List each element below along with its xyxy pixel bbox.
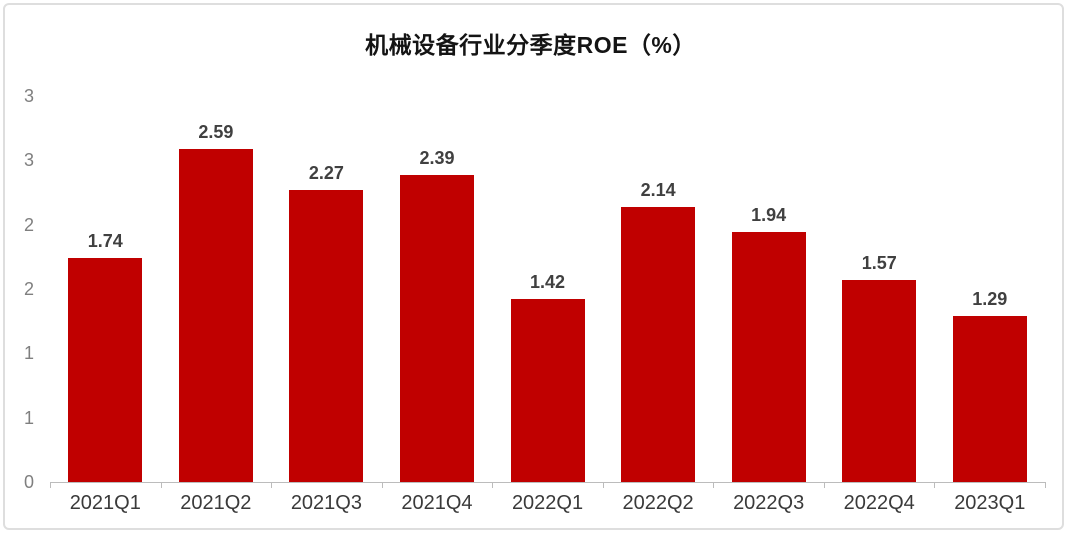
x-axis-tick: [381, 482, 383, 488]
x-axis-tick: [271, 482, 273, 488]
y-tick-label: 0: [23, 472, 34, 492]
x-axis-tick: [602, 482, 604, 488]
x-tick-label: 2021Q2: [180, 492, 252, 514]
y-tick-label: 3: [23, 150, 34, 171]
bar-column: 2.59: [161, 96, 272, 482]
bar-column: 1.57: [824, 96, 935, 482]
bar-data-label: 1.94: [751, 205, 787, 226]
bar-column: 1.29: [935, 96, 1046, 482]
chart-title: 机械设备行业分季度ROE（%）: [365, 32, 696, 58]
bar: 1.42: [510, 272, 585, 482]
bar-data-label: 1.57: [861, 253, 897, 273]
bar-column: 1.74: [50, 96, 161, 482]
bar: 2.27: [289, 163, 364, 482]
bar-column: 1.42: [492, 96, 603, 482]
y-tick-label: 2: [23, 214, 34, 235]
bar-data-label: 1.42: [530, 272, 566, 293]
x-tick-label: 2021Q3: [290, 492, 362, 514]
bar-column: 2.14: [603, 96, 714, 482]
plot-area: 0 1 1 2 2 3 3 1.74 2.59 2.27 2.39 1.42 2.14 1.94 1.57…: [24, 87, 1046, 514]
bar-column: 2.39: [382, 96, 493, 482]
y-tick-label: 1: [23, 343, 34, 364]
y-tick-label: 3: [23, 86, 34, 106]
bar-data-label: 2.27: [308, 162, 344, 183]
bar: 1.74: [68, 231, 143, 482]
bar: 1.57: [842, 253, 917, 482]
bar-data-label: 1.29: [972, 289, 1008, 310]
bar-column: 2.27: [271, 96, 382, 482]
x-tick-label: 2022Q4: [843, 492, 915, 514]
x-tick-label: 2021Q1: [69, 492, 141, 514]
x-axis-tick: [1045, 482, 1046, 488]
y-tick-label: 2: [23, 279, 34, 299]
x-tick-label: 2022Q1: [511, 492, 584, 514]
x-axis-tick: [50, 482, 51, 488]
x-tick-label: 2022Q2: [622, 492, 694, 514]
y-axis: 0 1 1 2 2 3 3: [6, 87, 42, 491]
x-axis-tick: [934, 482, 936, 488]
bar: 2.39: [399, 148, 474, 482]
x-axis-line: [50, 482, 1046, 488]
x-tick-label: 2023Q1: [954, 492, 1026, 514]
bar: 2.14: [621, 180, 696, 482]
x-axis-tick: [160, 482, 162, 488]
x-tick-label: 2021Q4: [401, 492, 473, 514]
bar-data-label: 2.39: [419, 147, 455, 168]
y-tick-label: 1: [23, 407, 34, 428]
x-tick-label: 2022Q3: [733, 492, 805, 514]
bar-column: 1.94: [713, 96, 824, 482]
x-axis-labels: 2021Q1 2021Q2 2021Q3 2021Q4 2022Q1 2022Q2 2022…: [50, 492, 1045, 515]
x-axis-tick: [713, 482, 715, 488]
x-axis-tick: [823, 482, 825, 488]
x-axis-tick: [492, 482, 494, 488]
bar-data-label: 1.74: [87, 231, 123, 252]
bars-container: 1.74 2.59 2.27 2.39 1.42 2.14 1.94 1.57 1.29: [50, 96, 1045, 482]
bar-data-label: 2.59: [198, 121, 234, 142]
bar: 1.29: [952, 289, 1027, 482]
bar: 1.94: [731, 205, 806, 482]
bar-data-label: 2.14: [640, 179, 676, 200]
bar: 2.59: [178, 122, 253, 482]
